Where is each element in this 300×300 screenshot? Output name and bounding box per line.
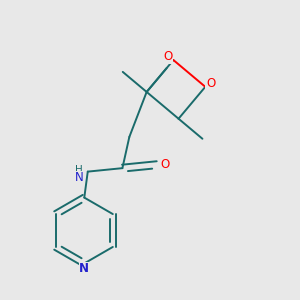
Text: H: H	[75, 165, 83, 175]
Text: O: O	[160, 158, 169, 171]
Text: O: O	[164, 50, 173, 63]
Text: O: O	[206, 77, 215, 90]
Text: N: N	[75, 171, 83, 184]
Text: N: N	[79, 262, 89, 275]
